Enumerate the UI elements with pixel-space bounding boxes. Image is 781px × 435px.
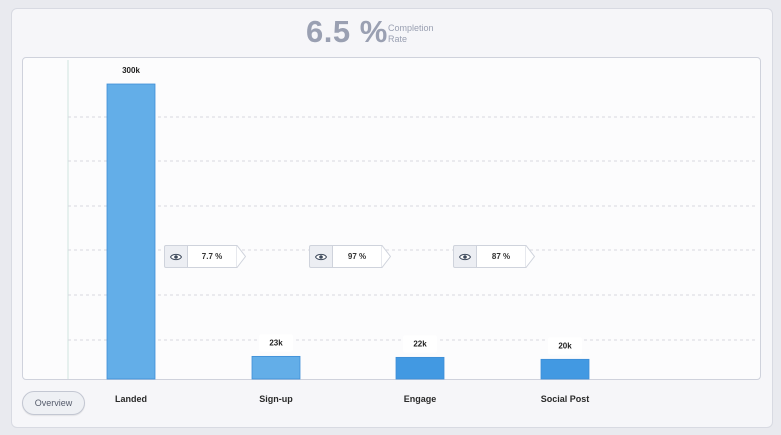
conversion-rate-label: 7.7 % <box>188 245 236 268</box>
bar-value-label: 20k <box>558 341 572 350</box>
completion-rate-value: 6.5 % <box>306 14 388 49</box>
category-label: Sign-up <box>259 394 293 404</box>
overview-button[interactable]: Overview <box>22 391 85 415</box>
bar-value-label: 22k <box>413 339 427 348</box>
eye-icon[interactable] <box>164 245 188 268</box>
bar-value-label-bg <box>403 335 437 353</box>
summary-header: 6.5 % Completion Rate <box>0 0 781 50</box>
bar-sign-up <box>251 355 301 380</box>
eye-icon[interactable] <box>453 245 477 268</box>
conversion-badge[interactable]: 7.7 % <box>164 245 246 268</box>
conversion-badge[interactable]: 97 % <box>309 245 391 268</box>
category-label: Engage <box>404 394 437 404</box>
eye-icon[interactable] <box>309 245 333 268</box>
category-label: Landed <box>115 394 147 404</box>
bar-value-label-bg <box>548 337 582 355</box>
bar-engage <box>395 356 445 380</box>
bar-value-label: 300k <box>122 66 140 75</box>
conversion-badge[interactable]: 87 % <box>453 245 535 268</box>
bar-landed <box>106 83 156 380</box>
category-label: Social Post <box>541 394 590 404</box>
bar-social-post <box>540 358 590 380</box>
conversion-arrow <box>525 245 535 268</box>
bar-value-label: 23k <box>269 338 283 347</box>
bar-value-label-bg <box>259 334 293 352</box>
conversion-rate-label: 87 % <box>477 245 525 268</box>
conversion-arrow <box>236 245 246 268</box>
conversion-arrow <box>381 245 391 268</box>
conversion-rate-label: 97 % <box>333 245 381 268</box>
completion-rate-label: Completion Rate <box>388 23 434 44</box>
